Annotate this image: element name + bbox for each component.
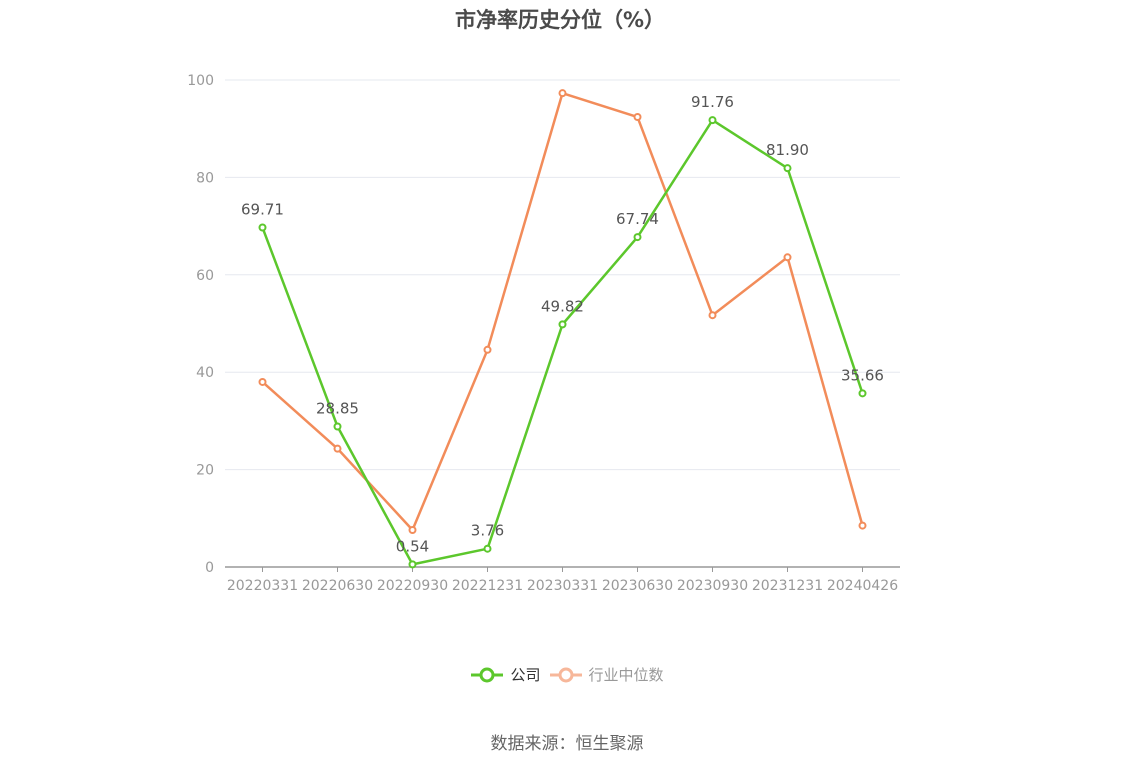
- x-tick-label: 20240426: [827, 578, 898, 594]
- data-point-company[interactable]: [483, 544, 492, 553]
- data-label: 3.76: [471, 522, 504, 540]
- data-point-industry[interactable]: [333, 444, 342, 453]
- y-tick-label: 60: [196, 268, 214, 284]
- data-point-company[interactable]: [258, 223, 267, 232]
- data-labels: 69.71 28.85 0.54 3.76 49.82 67.74 91.76 81.90 35…: [241, 93, 884, 555]
- data-point-company[interactable]: [858, 389, 867, 398]
- legend-marker-company: [471, 667, 504, 682]
- data-point-industry[interactable]: [408, 525, 417, 534]
- y-tick-label: 80: [196, 170, 214, 186]
- x-tick-label: 20220930: [377, 578, 448, 594]
- data-point-company[interactable]: [633, 233, 642, 242]
- data-point-company[interactable]: [783, 164, 792, 173]
- legend-item-industry[interactable]: 行业中位数: [549, 664, 664, 685]
- data-point-industry[interactable]: [708, 311, 717, 320]
- y-tick-label: 100: [187, 73, 214, 89]
- y-tick-label: 0: [205, 560, 214, 576]
- y-tick-label: 20: [196, 463, 214, 479]
- legend-label-company: 公司: [510, 666, 541, 684]
- data-label: 67.74: [616, 210, 659, 228]
- data-label: 69.71: [241, 201, 284, 219]
- x-tick-label: 20230630: [602, 578, 673, 594]
- grid-lines: [225, 79, 900, 471]
- axes: 0 20 40 60 80 100 20220331 20220630 20220930 2022…: [187, 73, 900, 594]
- data-point-industry[interactable]: [858, 521, 867, 530]
- legend-marker-industry: [549, 667, 582, 682]
- x-tick-label: 20230331: [527, 578, 598, 594]
- legend-item-company[interactable]: 公司: [470, 664, 541, 685]
- data-label: 49.82: [541, 297, 584, 315]
- x-tick-label: 20221231: [452, 578, 523, 594]
- data-point-industry[interactable]: [258, 377, 267, 386]
- data-point-industry[interactable]: [558, 89, 567, 98]
- x-tick-label: 20231231: [752, 578, 823, 594]
- data-point-industry[interactable]: [633, 113, 642, 122]
- data-label: 0.54: [396, 537, 429, 555]
- data-label: 28.85: [316, 400, 359, 418]
- data-label: 35.66: [841, 366, 884, 384]
- x-tick-label: 20220331: [227, 578, 298, 594]
- data-label: 91.76: [691, 93, 734, 111]
- legend-label-industry: 行业中位数: [588, 666, 664, 684]
- chart-title: 市净率历史分位（%）: [454, 8, 666, 32]
- data-point-industry[interactable]: [483, 345, 492, 354]
- data-point-company[interactable]: [333, 422, 342, 431]
- x-tick-label: 20220630: [302, 578, 373, 594]
- x-tick-label: 20230930: [677, 578, 748, 594]
- series-line-company: [261, 118, 864, 566]
- legend: 公司 行业中位数: [0, 664, 1134, 685]
- line-chart: 0 20 40 60 80 100 20220331 20220630 20220930 2022…: [187, 73, 900, 594]
- source-note: 数据来源：恒生聚源: [490, 734, 644, 754]
- y-tick-label: 40: [196, 365, 214, 381]
- data-point-industry[interactable]: [783, 253, 792, 262]
- data-point-company[interactable]: [408, 560, 417, 569]
- series-lines: [258, 89, 867, 569]
- data-point-company[interactable]: [558, 320, 567, 329]
- data-point-company[interactable]: [708, 116, 717, 125]
- data-label: 81.90: [766, 141, 809, 159]
